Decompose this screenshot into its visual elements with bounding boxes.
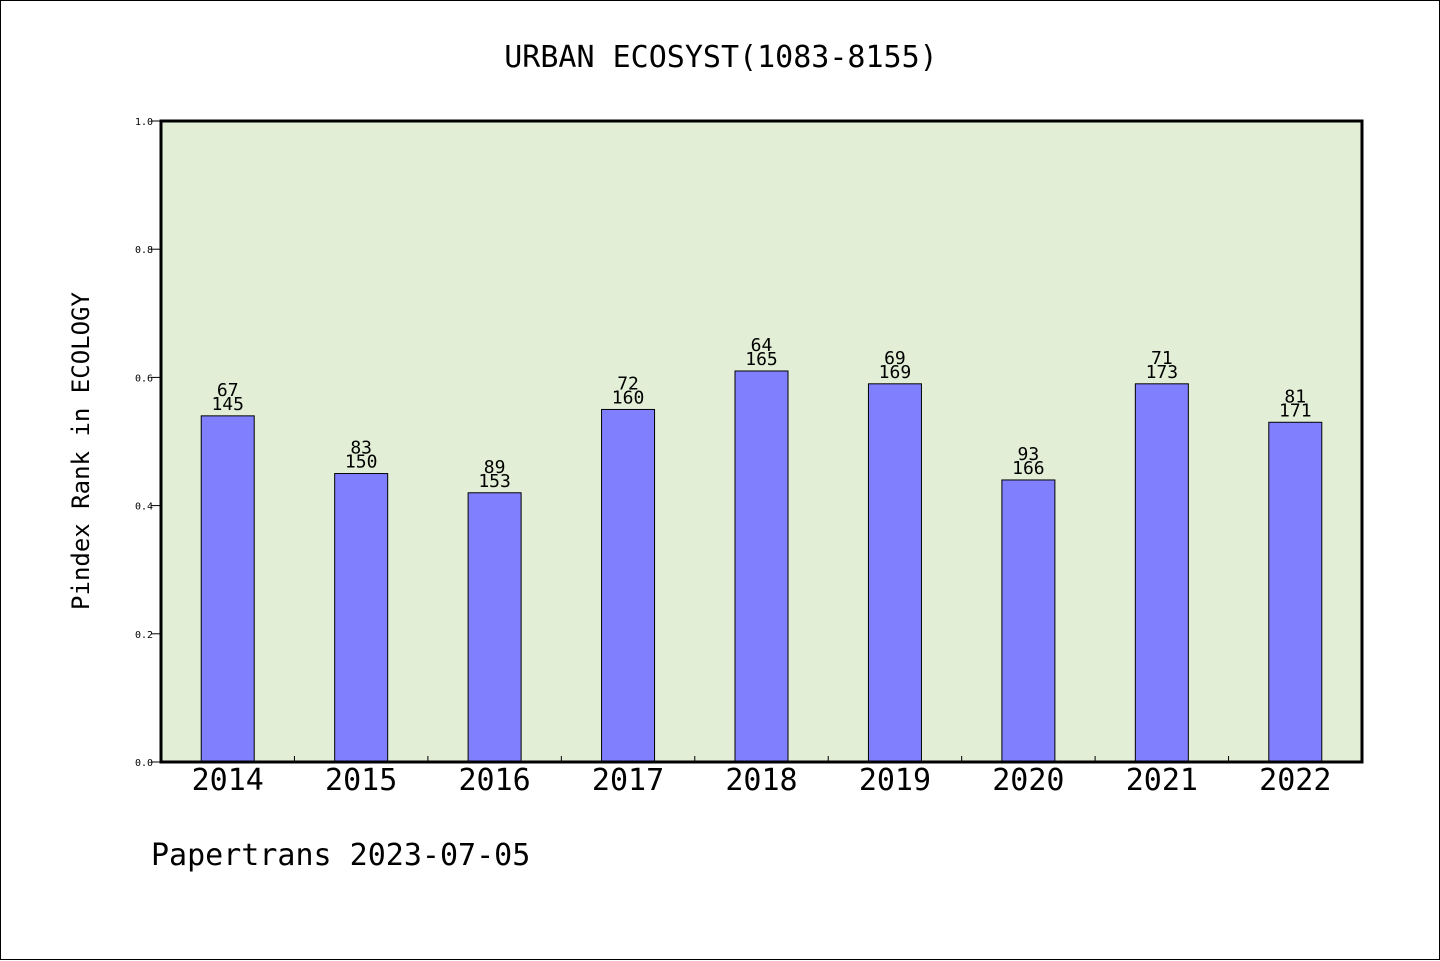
y-tick-label: 0.6 <box>135 373 153 384</box>
y-tick-label: 0.2 <box>135 630 153 641</box>
x-tick-label: 2014 <box>192 763 264 798</box>
bar <box>601 408 656 763</box>
y-tick-label: 0.8 <box>135 245 153 256</box>
y-tick-label: 0.0 <box>135 758 153 769</box>
bar-label-bottom: 166 <box>1012 458 1045 479</box>
x-tick-label: 2021 <box>1126 763 1198 798</box>
x-tick-label: 2022 <box>1259 763 1331 798</box>
bar <box>1268 421 1323 763</box>
bar-label-top: 69 <box>884 348 906 369</box>
bar <box>867 383 922 763</box>
plot-border <box>159 119 1364 764</box>
x-axis-ticks: 2014 2015 2016 2017 2018 2019 2020 2021 2022 <box>192 756 1331 798</box>
bar-label-top: 81 <box>1284 386 1306 407</box>
bar <box>334 473 389 763</box>
bar <box>1134 383 1189 763</box>
bar-label-top: 89 <box>484 457 506 478</box>
bar-label-bottom: 165 <box>745 349 778 370</box>
x-tick-label: 2017 <box>592 763 664 798</box>
y-axis-ticks: 0.0 0.2 0.4 0.6 0.8 1.0 <box>135 117 161 769</box>
bar <box>467 492 522 763</box>
bar-label-top: 71 <box>1151 348 1173 369</box>
bar-label-top: 93 <box>1018 444 1040 465</box>
bar-label-bottom: 153 <box>478 471 511 492</box>
x-tick-label: 2018 <box>725 763 797 798</box>
bar <box>734 370 789 763</box>
bar-label-top: 72 <box>617 373 639 394</box>
bar-label-top: 67 <box>217 380 239 401</box>
bar-label-top: 64 <box>751 335 773 356</box>
x-tick-label: 2016 <box>458 763 530 798</box>
x-tick-label: 2020 <box>992 763 1064 798</box>
bar-label-bottom: 169 <box>879 362 912 383</box>
y-tick-label: 0.4 <box>135 502 153 513</box>
bar-label-top: 83 <box>350 438 372 459</box>
x-tick-label: 2015 <box>325 763 397 798</box>
bar-label-bottom: 171 <box>1279 400 1312 421</box>
y-axis-label: Pindex Rank in ECOLOGY <box>67 292 95 610</box>
y-tick-label: 1.0 <box>135 117 153 128</box>
bar-label-bottom: 160 <box>612 387 645 408</box>
chart-title: URBAN ECOSYST(1083-8155) <box>504 40 937 75</box>
footer-date-label: Papertrans 2023-07-05 <box>151 838 530 873</box>
bar <box>200 415 255 763</box>
x-tick-label: 2019 <box>859 763 931 798</box>
bar-label-bottom: 145 <box>211 394 244 415</box>
bar-label-bottom: 150 <box>345 452 378 473</box>
bar <box>1001 479 1056 763</box>
bar-label-bottom: 173 <box>1146 362 1179 383</box>
